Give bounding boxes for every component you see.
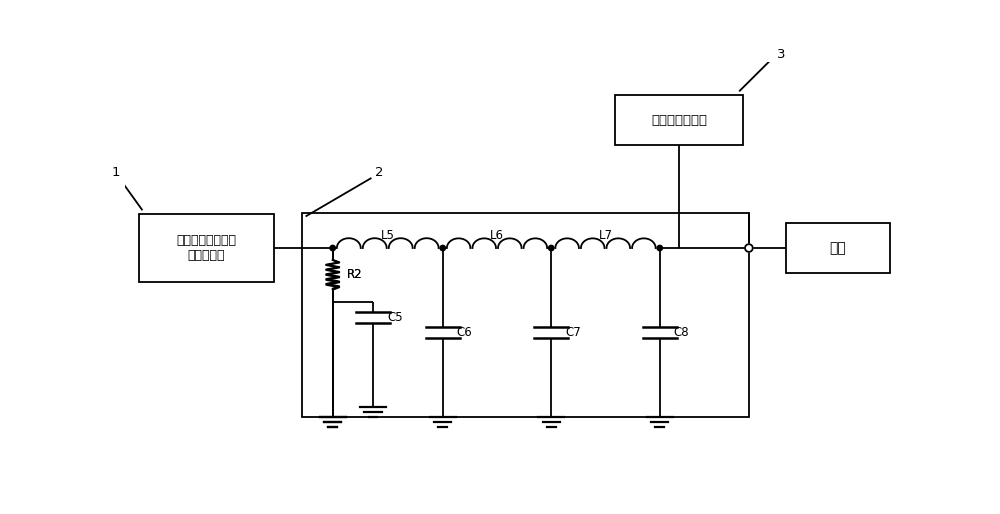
Text: R2: R2 (347, 268, 362, 282)
Text: 干式铁芯电抗器: 干式铁芯电抗器 (651, 114, 707, 126)
Text: R2: R2 (347, 268, 362, 281)
Bar (786, 223, 890, 273)
Text: 负载: 负载 (830, 241, 846, 255)
Text: L6: L6 (490, 229, 504, 242)
Text: L5: L5 (381, 229, 395, 242)
Bar (615, 95, 743, 145)
Circle shape (549, 245, 554, 251)
Text: 1: 1 (112, 166, 120, 179)
Circle shape (330, 245, 335, 251)
Text: C7: C7 (565, 326, 581, 339)
Text: C6: C6 (457, 326, 472, 339)
Text: C8: C8 (674, 326, 689, 339)
Text: L7: L7 (598, 229, 612, 242)
Circle shape (657, 245, 662, 251)
Text: 2: 2 (375, 166, 383, 179)
Bar (139, 214, 274, 282)
Circle shape (745, 244, 753, 252)
Text: 3: 3 (777, 48, 786, 61)
Text: 第一级串联型有源
电力滤波器: 第一级串联型有源 电力滤波器 (176, 234, 236, 262)
Circle shape (440, 245, 445, 251)
Text: C5: C5 (387, 311, 403, 324)
Bar (302, 213, 749, 417)
